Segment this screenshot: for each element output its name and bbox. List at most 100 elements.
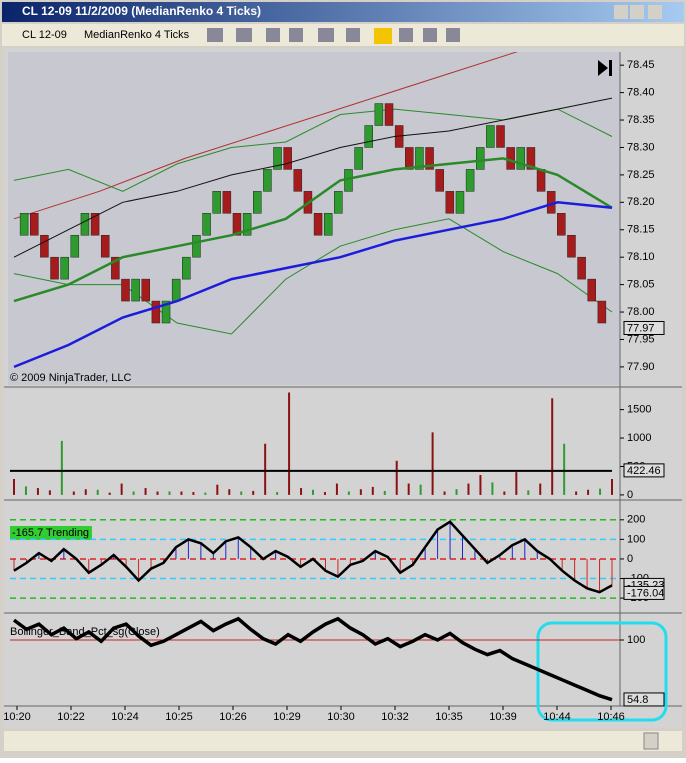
x-tick-label: 10:26 (219, 711, 247, 723)
renko-brick (374, 103, 384, 126)
value-flag (623, 692, 665, 707)
renko-brick (70, 234, 80, 258)
renko-brick (202, 213, 211, 236)
renko-brick (263, 169, 272, 192)
icon[interactable] (207, 28, 223, 42)
y-tick-label: 78.30 (627, 141, 655, 153)
x-tick-label: 10:20 (3, 711, 31, 723)
renko-brick (50, 256, 59, 280)
value-label: 422.46 (627, 465, 661, 477)
renko-brick (516, 147, 526, 170)
y-tick-label: 77.90 (627, 361, 655, 373)
y-tick-label: 78.10 (627, 251, 655, 263)
icon[interactable] (446, 28, 460, 42)
renko-brick (232, 213, 242, 236)
renko-brick (151, 300, 161, 324)
renko-brick (121, 278, 130, 302)
value-label: 54.8 (627, 694, 648, 706)
instrument-dropdown[interactable]: CL 12-09 (22, 29, 67, 41)
icon[interactable] (236, 28, 252, 42)
indicator-line (13, 157, 613, 303)
y-tick-label: 200 (627, 514, 645, 526)
renko-brick (273, 147, 282, 170)
period-dropdown[interactable]: MedianRenko 4 Ticks (84, 29, 190, 41)
renko-brick (475, 147, 485, 170)
x-tick-label: 10:22 (57, 711, 85, 723)
renko-brick (486, 125, 495, 148)
renko-brick (435, 169, 444, 192)
indicator-line (13, 201, 613, 369)
renko-brick (212, 191, 221, 214)
renko-brick (425, 147, 434, 170)
x-tick-label: 10:44 (543, 711, 571, 723)
scrollbar[interactable] (4, 731, 682, 751)
x-tick-label: 10:30 (327, 711, 355, 723)
renko-brick (60, 256, 69, 280)
indicator-line (12, 616, 613, 702)
icon[interactable] (374, 28, 392, 44)
y-tick-label: 1500 (627, 404, 651, 416)
x-tick-label: 10:32 (381, 711, 409, 723)
value-flag (623, 320, 665, 335)
renko-brick (384, 103, 394, 126)
renko-brick (313, 213, 323, 236)
y-tick-label: 78.35 (627, 114, 655, 126)
copyright: © 2009 NinjaTrader, LLC (10, 372, 131, 384)
x-tick-label: 10:39 (489, 711, 517, 723)
y-tick-label: 100 (627, 533, 645, 545)
price-plot (13, 52, 613, 369)
renko-brick (465, 169, 475, 192)
y-tick-label: 78.45 (627, 59, 655, 71)
renko-brick (141, 278, 151, 302)
icon[interactable] (423, 28, 437, 42)
icon[interactable] (346, 28, 360, 42)
status-badge (10, 526, 92, 540)
renko-brick (587, 278, 596, 302)
renko-brick (323, 213, 333, 236)
renko-brick (496, 125, 505, 148)
renko-brick (40, 234, 49, 258)
icon[interactable] (399, 28, 413, 42)
renko-brick (364, 125, 373, 148)
y-tick-label: 1000 (627, 432, 651, 444)
scroll-end-icon[interactable] (598, 60, 612, 76)
x-tick-label: 10:46 (597, 711, 625, 723)
y-tick-label: 78.05 (627, 279, 655, 291)
renko-brick (283, 147, 292, 170)
indicator-line (13, 97, 613, 258)
y-tick-label: 78.20 (627, 196, 655, 208)
y-tick-label: 77.95 (627, 333, 655, 345)
renko-brick (597, 300, 607, 324)
renko-brick (192, 234, 201, 258)
icon[interactable] (318, 28, 334, 42)
x-tick-label: 10:35 (435, 711, 463, 723)
renko-brick (222, 191, 232, 214)
value-flag (623, 463, 665, 478)
renko-brick (242, 213, 252, 236)
renko-brick (415, 147, 424, 170)
renko-brick (354, 147, 363, 170)
renko-brick (557, 213, 566, 236)
value-label: -176.04 (627, 587, 664, 599)
y-tick-label: 100 (627, 634, 645, 646)
renko-brick (182, 256, 191, 280)
title-bar (2, 2, 684, 22)
icon[interactable] (289, 28, 303, 42)
renko-brick (567, 234, 576, 258)
renko-brick (111, 256, 120, 280)
renko-brick (445, 191, 455, 214)
indicator-line (13, 52, 518, 220)
y-tick-label: 0 (627, 489, 633, 501)
maximize-button[interactable] (630, 5, 644, 19)
renko-brick (253, 191, 262, 214)
x-tick-label: 10:29 (273, 711, 301, 723)
renko-brick (536, 169, 546, 192)
icon[interactable] (266, 28, 280, 42)
close-button[interactable] (648, 5, 662, 19)
oscillator-status: -165.7 Trending (12, 527, 89, 539)
scroll-thumb[interactable] (643, 732, 659, 750)
minimize-button[interactable] (614, 5, 628, 19)
renko-brick (30, 213, 39, 236)
value-label: 77.97 (627, 322, 655, 334)
